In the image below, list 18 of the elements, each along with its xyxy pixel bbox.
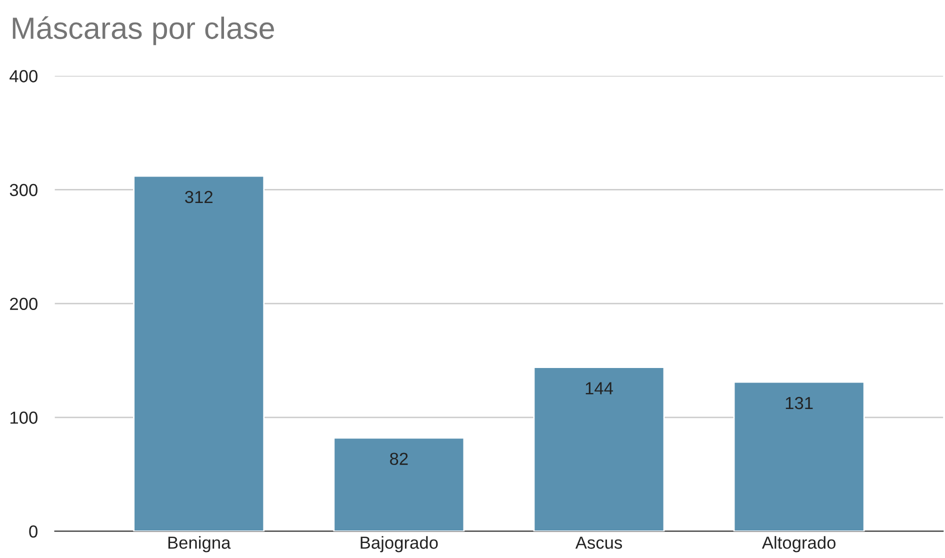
chart-title: Máscaras por clase <box>12 16 274 46</box>
x-tick-label: Bajogrado <box>360 536 438 552</box>
y-tick-label: 0 <box>29 525 38 538</box>
bar <box>333 437 465 532</box>
x-tick-label: Benigna <box>168 536 231 552</box>
data-label: 82 <box>390 452 408 465</box>
x-tick-label: Ascus <box>575 536 622 549</box>
bar <box>133 175 265 532</box>
data-label: 144 <box>586 382 613 394</box>
bar <box>533 366 665 532</box>
x-tick-label: Altogrado <box>762 536 836 552</box>
data-label: 131 <box>786 396 813 410</box>
data-label: 312 <box>185 190 212 204</box>
y-tick-label: 200 <box>10 298 38 310</box>
y-tick-label: 300 <box>10 184 38 196</box>
y-tick-label: 400 <box>10 70 38 82</box>
bar <box>733 381 865 532</box>
y-tick-label: 100 <box>10 412 38 424</box>
